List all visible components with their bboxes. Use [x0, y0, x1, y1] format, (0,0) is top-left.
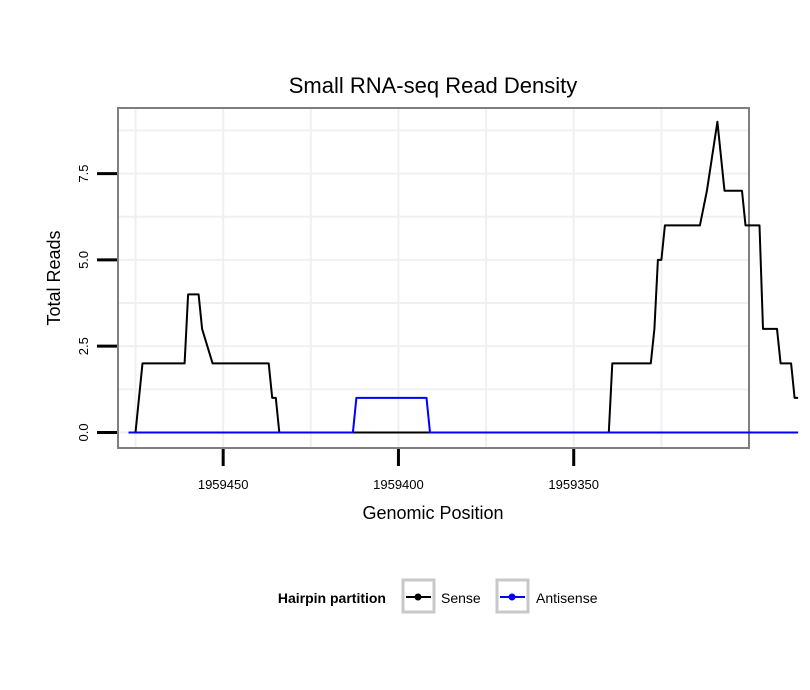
x-tick-label: 1959400 [373, 477, 424, 492]
legend-point-antisense [508, 593, 516, 601]
y-tick-label: 0.0 [76, 423, 91, 441]
x-tick-label: 1959350 [548, 477, 599, 492]
series-line-antisense [128, 396, 799, 434]
plot-panel [117, 107, 750, 449]
chart-title: Small RNA-seq Read Density [289, 73, 578, 98]
y-tick-label: 5.0 [76, 251, 91, 269]
legend-point-sense [414, 593, 422, 601]
legend-label-sense: Sense [441, 590, 481, 606]
legend-title: Hairpin partition [278, 590, 386, 606]
y-axis-title: Total Reads [44, 230, 64, 325]
series-line-sense [128, 120, 799, 434]
legend-label-antisense: Antisense [536, 590, 598, 606]
x-tick-label: 1959450 [198, 477, 249, 492]
y-tick-label: 7.5 [76, 165, 91, 183]
series-layer [128, 120, 799, 434]
y-tick-label: 2.5 [76, 337, 91, 355]
axis-layer: 0.0 2.5 5.0 7.5 1959450 1959400 1959350 [76, 165, 599, 492]
grid-layer [118, 108, 749, 448]
legend: Hairpin partition Sense Antisense [278, 578, 598, 614]
x-axis-title: Genomic Position [362, 503, 503, 523]
